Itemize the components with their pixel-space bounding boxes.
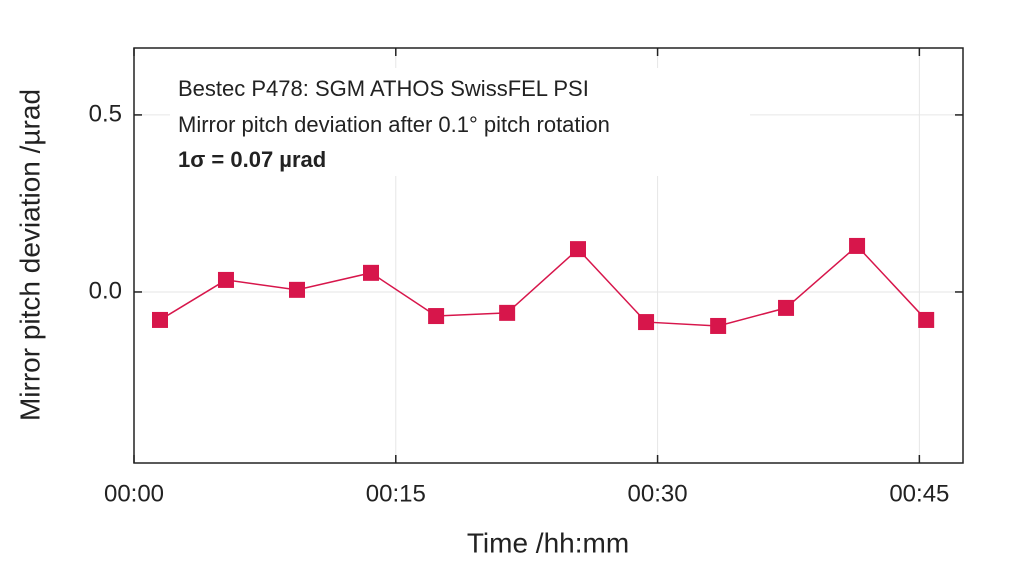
data-point	[710, 317, 727, 334]
x-axis-label: Time /hh:mm	[467, 527, 629, 558]
y-tick-label: 0.0	[89, 277, 122, 304]
annotation: Mirror pitch deviation after 0.1° pitch …	[178, 112, 610, 137]
data-point	[778, 299, 795, 316]
data-point	[363, 264, 380, 281]
data-point	[638, 314, 655, 331]
plot-frame	[133, 47, 964, 464]
annotation: Bestec P478: SGM ATHOS SwissFEL PSI	[178, 76, 589, 101]
y-axis-label: Mirror pitch deviation /µrad	[14, 89, 45, 421]
data-point	[217, 271, 234, 288]
annotation-box	[170, 68, 750, 176]
data-point	[499, 304, 516, 321]
y-tick-label: 0.5	[89, 100, 122, 127]
series-line	[159, 244, 927, 327]
data-point	[152, 311, 169, 328]
x-tick-label: 00:15	[366, 480, 426, 507]
data-point	[849, 237, 866, 254]
x-tick-label: 00:45	[889, 480, 949, 507]
data-point	[428, 308, 445, 325]
data-point	[569, 241, 586, 258]
annotation: 1σ = 0.07 µrad	[178, 147, 326, 172]
data-point	[918, 311, 935, 328]
x-tick-label: 00:30	[628, 480, 688, 507]
data-point	[289, 281, 306, 298]
x-tick-label: 00:00	[104, 480, 164, 507]
